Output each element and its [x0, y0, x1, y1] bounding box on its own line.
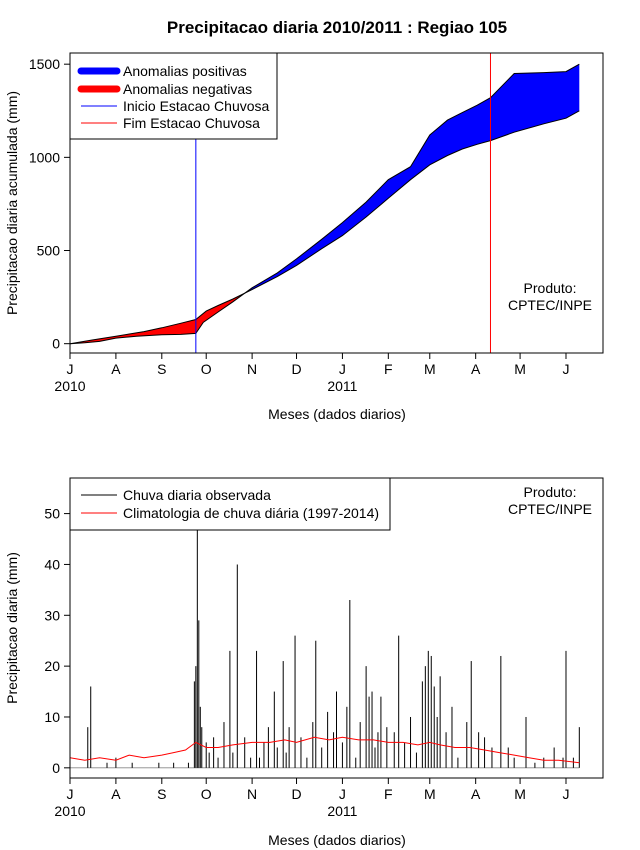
x-tick-label: M: [514, 361, 526, 377]
cumulative-y-axis: 0 500 1000 1500: [29, 56, 71, 352]
legend-label-end: Fim Estacao Chuvosa: [123, 115, 260, 131]
x-tick-label: A: [111, 786, 121, 802]
x-tick-label: D: [291, 786, 301, 802]
y-tick-label: 0: [52, 760, 60, 776]
x-year-label: 2011: [327, 803, 357, 819]
cumulative-legend-box: [69, 52, 278, 140]
observed-cumulative-line: [70, 63, 580, 345]
x-tick-label: F: [384, 786, 393, 802]
cumulative-legend: Anomalias positivas Anomalias negativas …: [69, 52, 278, 140]
x-year-label: 2010: [54, 378, 85, 394]
product-source-2: CPTEC/INPE: [508, 501, 592, 517]
y-tick-label: 10: [44, 709, 60, 725]
daily-x-axis-label: Meses (dados diarios): [268, 832, 406, 848]
x-tick-label: N: [247, 361, 257, 377]
x-tick-label: A: [111, 361, 121, 377]
positive-anomaly-area: [244, 64, 580, 294]
x-tick-label: J: [67, 361, 74, 377]
y-tick-label: 40: [44, 556, 60, 572]
climatology-cumulative-line: [70, 110, 580, 345]
y-tick-label: 0: [52, 336, 60, 352]
legend-label-climatology: Climatologia de chuva diária (1997-2014): [123, 505, 379, 521]
product-label-2: Produto:: [524, 484, 577, 500]
x-tick-label: M: [514, 786, 526, 802]
x-tick-label: F: [384, 361, 393, 377]
x-tick-label: M: [424, 361, 436, 377]
x-year-label: 2010: [54, 803, 85, 819]
daily-bars: [70, 528, 580, 769]
legend-label-negative: Anomalias negativas: [123, 81, 252, 97]
chart-title: Precipitacao diaria 2010/2011 : Regiao 1…: [167, 18, 507, 37]
daily-y-axis: 0 10 20 30 40 50: [44, 506, 71, 776]
x-tick-label: S: [157, 786, 166, 802]
cumulative-y-axis-label: Precipitacao diaria acumulada (mm): [4, 91, 20, 315]
cumulative-x-axis-label: Meses (dados diarios): [268, 406, 406, 422]
product-source-1: CPTEC/INPE: [508, 297, 592, 313]
legend-label-observed: Chuva diaria observada: [123, 487, 271, 503]
daily-legend: Chuva diaria observada Climatologia de c…: [69, 477, 391, 531]
climatology-line-group: [70, 736, 580, 764]
x-tick-label: A: [471, 786, 481, 802]
x-tick-label: S: [157, 361, 166, 377]
x-tick-label: J: [562, 361, 569, 377]
climatology-line: [70, 736, 580, 764]
y-tick-label: 1500: [29, 56, 60, 72]
y-tick-label: 1000: [29, 149, 60, 165]
y-tick-label: 30: [44, 607, 60, 623]
cumulative-plot-area: [70, 63, 580, 345]
x-tick-label: M: [424, 786, 436, 802]
y-tick-label: 20: [44, 658, 60, 674]
x-tick-label: O: [201, 786, 212, 802]
x-tick-label: J: [67, 786, 74, 802]
daily-y-axis-label: Precipitacao diaria (mm): [4, 552, 20, 704]
x-tick-label: J: [562, 786, 569, 802]
legend-label-start: Inicio Estacao Chuvosa: [123, 98, 270, 114]
x-tick-label: D: [291, 361, 301, 377]
x-tick-label: O: [201, 361, 212, 377]
y-tick-label: 50: [44, 506, 60, 522]
product-label-1: Produto:: [524, 280, 577, 296]
x-tick-label: N: [247, 786, 257, 802]
legend-label-positive: Anomalias positivas: [123, 63, 247, 79]
x-tick-label: J: [339, 786, 346, 802]
x-tick-label: A: [471, 361, 481, 377]
y-tick-label: 500: [37, 243, 61, 259]
x-tick-label: J: [339, 361, 346, 377]
negative-anomaly-area: [71, 293, 245, 344]
x-year-label: 2011: [327, 378, 357, 394]
daily-legend-box: [69, 477, 391, 531]
